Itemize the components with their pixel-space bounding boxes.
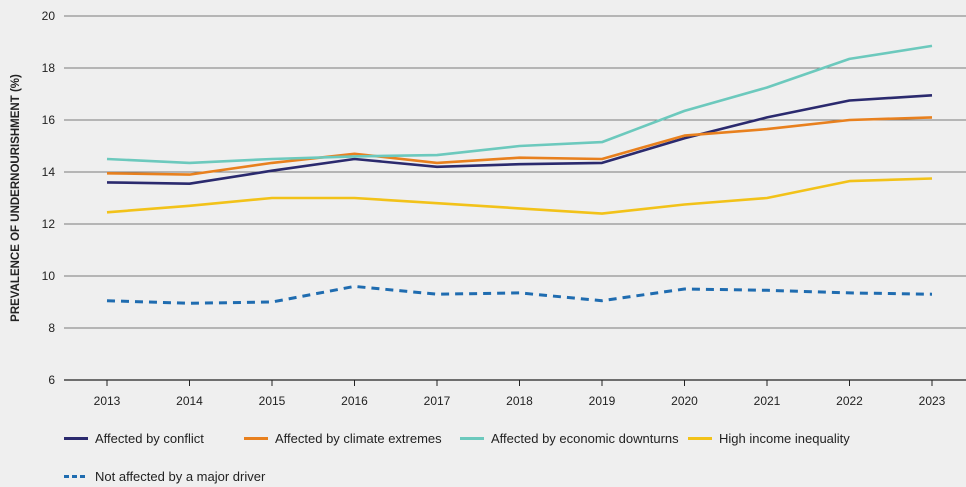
y-tick-label: 10: [42, 269, 56, 283]
x-tick-label: 2020: [671, 394, 698, 408]
y-axis-tick-labels: 6 8 10 12 14 16 18 20: [42, 9, 56, 387]
x-tick-label: 2021: [754, 394, 781, 408]
y-tick-label: 8: [48, 321, 55, 335]
x-tick-label: 2017: [424, 394, 451, 408]
series-line-1: [106, 94, 933, 185]
x-axis: 2013 2014 2015 2016 2017 2018 2019 2020 2021 2022…: [94, 380, 946, 408]
legend: Affected by conflict Affected by climate …: [64, 431, 850, 484]
x-tick-label: 2023: [919, 394, 946, 408]
series-line-5: [106, 284, 933, 305]
series-line-4: [106, 177, 933, 215]
series-lines: [106, 44, 933, 305]
x-tick-label: 2019: [589, 394, 616, 408]
series-line-3: [106, 44, 933, 165]
legend-label: High income inequality: [719, 431, 850, 446]
legend-label: Affected by climate extremes: [275, 431, 442, 446]
x-tick-label: 2015: [259, 394, 286, 408]
y-tick-label: 20: [42, 9, 56, 23]
y-axis-title: PREVALENCE OF UNDERNOURISHMENT (%): [10, 74, 22, 322]
x-tick-label: 2014: [176, 394, 203, 408]
y-tick-label: 12: [42, 217, 56, 231]
x-tick-label: 2016: [341, 394, 368, 408]
x-tick-label: 2018: [506, 394, 533, 408]
y-tick-label: 18: [42, 61, 56, 75]
y-tick-label: 6: [48, 373, 55, 387]
grid-lines: [64, 15, 966, 381]
x-tick-label: 2022: [836, 394, 863, 408]
legend-label: Affected by economic downturns: [491, 431, 679, 446]
y-tick-label: 16: [42, 113, 56, 127]
legend-label: Not affected by a major driver: [95, 469, 266, 484]
series-line-2: [106, 116, 933, 176]
y-tick-label: 14: [42, 165, 56, 179]
x-tick-label: 2013: [94, 394, 121, 408]
legend-label: Affected by conflict: [95, 431, 204, 446]
